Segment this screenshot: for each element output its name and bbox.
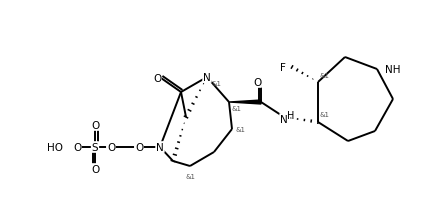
Text: &1: &1 <box>319 73 329 79</box>
Text: N: N <box>156 142 164 152</box>
Text: O: O <box>91 164 99 174</box>
Text: &1: &1 <box>212 81 222 87</box>
Text: &1: &1 <box>235 126 245 132</box>
Text: O: O <box>73 142 81 152</box>
Text: &1: &1 <box>232 105 242 111</box>
Text: NH: NH <box>385 65 400 75</box>
Polygon shape <box>229 101 261 104</box>
Text: O: O <box>107 142 115 152</box>
Text: O: O <box>253 78 261 88</box>
Text: &1: &1 <box>319 111 329 117</box>
Text: O: O <box>135 142 143 152</box>
Text: F: F <box>280 63 286 73</box>
Text: HO: HO <box>47 142 63 152</box>
Text: N: N <box>280 115 288 124</box>
Text: O: O <box>91 121 99 130</box>
Text: N: N <box>203 73 211 83</box>
Text: O: O <box>153 74 161 84</box>
Text: S: S <box>92 142 98 152</box>
Text: H: H <box>287 110 295 121</box>
Text: &1: &1 <box>185 173 195 179</box>
